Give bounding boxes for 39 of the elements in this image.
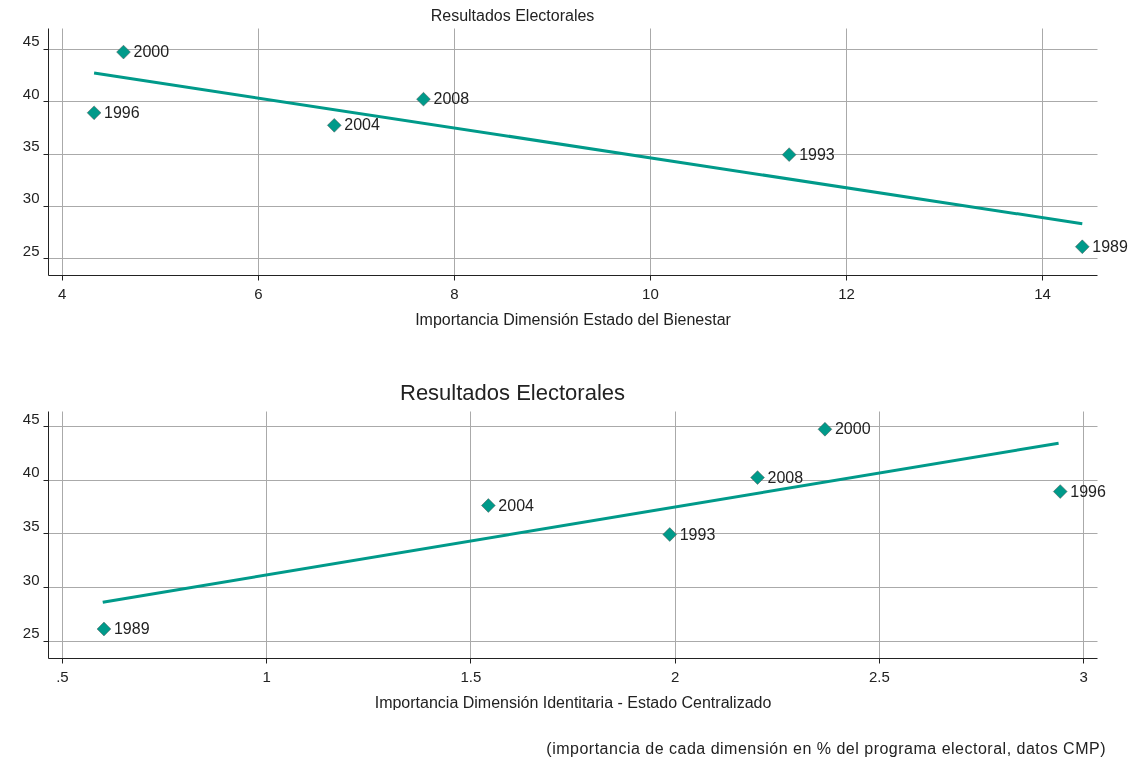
y-tick-label: 25 xyxy=(22,241,40,259)
y-tick-label: 35 xyxy=(22,516,40,534)
annotation: 1996 xyxy=(1070,482,1106,500)
annotation: 2000 xyxy=(834,420,871,438)
x-tick-label: 2.5 xyxy=(868,667,890,685)
annotation: 1996 xyxy=(104,103,140,121)
y-tick-label: 45 xyxy=(22,32,40,50)
y-tick-label: 40 xyxy=(22,84,40,102)
x-tick-label: 10 xyxy=(642,284,659,302)
x-tick-label: 4 xyxy=(58,284,67,302)
chart-title: Resultados Electorales xyxy=(430,7,595,24)
y-tick-label: 30 xyxy=(22,189,40,207)
y-tick-label: 40 xyxy=(22,463,40,481)
chart-title: Resultados Electorales xyxy=(399,380,626,405)
annotation: 2004 xyxy=(498,496,535,514)
x-tick-label: 14 xyxy=(1034,284,1051,302)
x-tick-label: 8 xyxy=(450,284,459,302)
y-tick-label: 35 xyxy=(22,137,40,155)
annotation: 1989 xyxy=(1092,237,1128,255)
x-tick-label: 3 xyxy=(1079,667,1088,685)
y-tick-label: 30 xyxy=(22,570,40,588)
x-tick-label: 12 xyxy=(838,284,855,302)
annotation: 2000 xyxy=(133,43,170,61)
y-tick-label: 25 xyxy=(22,624,40,642)
x-axis-title: Importancia Dimensión Estado del Bienestar xyxy=(415,310,732,328)
annotation: 1989 xyxy=(113,620,150,637)
x-axis-title: Importancia Dimensión Identitaria - Estado Centralizado xyxy=(374,693,772,711)
x-tick-label: .5 xyxy=(56,667,69,685)
annotation: 2008 xyxy=(433,90,470,108)
annotation: 1993 xyxy=(799,145,835,163)
annotation: 2008 xyxy=(767,468,804,486)
x-tick-label: 1.5 xyxy=(460,667,482,685)
x-tick-label: 6 xyxy=(254,284,263,302)
x-tick-label: 1 xyxy=(262,667,271,685)
y-tick-label: 45 xyxy=(22,409,40,427)
annotation: 1993 xyxy=(679,525,716,543)
text: (importancia de cada dimensión en % del programa electoral, datos CMP) xyxy=(545,740,1106,758)
x-tick-label: 2 xyxy=(670,667,680,685)
annotation: 2004 xyxy=(344,116,380,134)
